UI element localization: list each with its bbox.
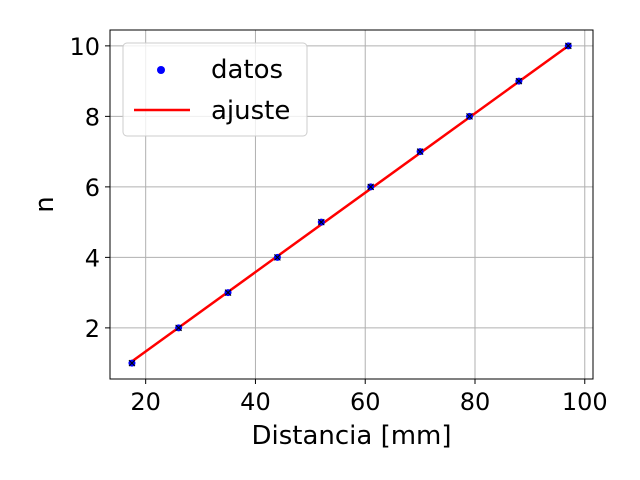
legend-datos-label: datos [211, 55, 283, 85]
data-point-errorbar [317, 218, 325, 226]
y-axis-label: n [30, 196, 60, 212]
legend-box [122, 42, 308, 137]
plot-frame [109, 29, 594, 380]
y-tick-label: 6 [85, 174, 100, 202]
x-tick-label: 100 [562, 388, 608, 416]
x-tick-label: 60 [350, 388, 381, 416]
y-tick-label: 8 [85, 103, 100, 131]
x-tick-label: 80 [460, 388, 491, 416]
x-tick-label: 20 [130, 388, 161, 416]
legend-ajuste-label: ajuste [211, 96, 290, 126]
fit-line [131, 44, 570, 363]
fit-line-series [131, 44, 570, 363]
data-point-errorbar [224, 289, 232, 296]
x-axis-label: Distancia [mm] [251, 421, 451, 451]
data-point-errorbar [416, 148, 424, 155]
legend: datos ajuste [122, 42, 308, 137]
data-point-errorbar [274, 254, 281, 261]
x-axis-ticks: 20 40 60 80 100 [130, 379, 608, 416]
data-point-errorbar [564, 42, 572, 50]
x-tick-label: 40 [240, 388, 271, 416]
y-tick-label: 10 [69, 33, 100, 61]
data-point-errorbar [128, 359, 136, 367]
y-axis-ticks: 2 4 6 8 10 [69, 33, 110, 343]
data-points-series [128, 42, 572, 367]
data-point-errorbar [466, 113, 473, 120]
data-point-errorbar [367, 183, 375, 191]
data-point-errorbar [515, 77, 523, 85]
y-tick-label: 4 [85, 244, 100, 272]
y-tick-label: 2 [85, 315, 100, 343]
data-point-errorbar [175, 324, 182, 332]
legend-datos-marker [157, 66, 165, 74]
